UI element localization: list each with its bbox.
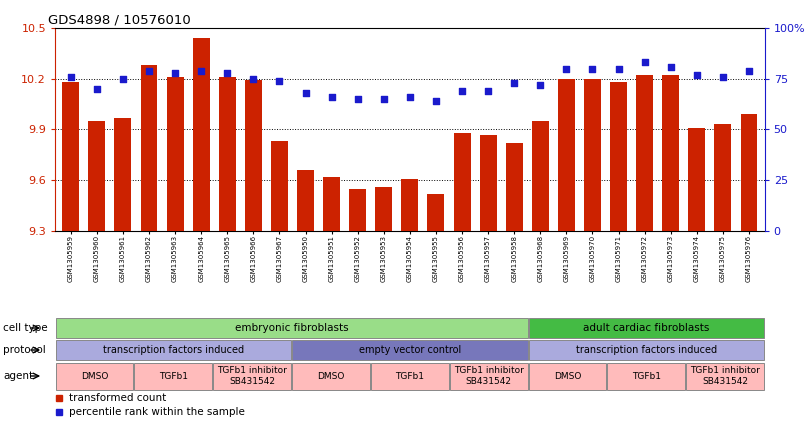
- Point: [638, 59, 651, 66]
- Point: [117, 75, 130, 82]
- Bar: [140, 65, 157, 231]
- Bar: [505, 143, 522, 231]
- Point: [91, 85, 104, 92]
- Text: DMSO: DMSO: [81, 371, 109, 381]
- Point: [325, 93, 338, 100]
- Bar: [134, 363, 212, 390]
- Text: empty vector control: empty vector control: [359, 345, 461, 355]
- Point: [273, 77, 286, 84]
- Point: [612, 65, 625, 72]
- Point: [455, 88, 468, 94]
- Point: [403, 93, 416, 100]
- Point: [429, 98, 442, 104]
- Bar: [558, 79, 575, 231]
- Bar: [292, 340, 527, 360]
- Bar: [428, 194, 445, 231]
- Text: embryonic fibroblasts: embryonic fibroblasts: [235, 323, 348, 333]
- Bar: [292, 363, 370, 390]
- Bar: [349, 189, 366, 231]
- Point: [560, 65, 573, 72]
- Point: [247, 75, 260, 82]
- Text: transcription factors induced: transcription factors induced: [576, 345, 717, 355]
- Point: [508, 80, 521, 86]
- Bar: [663, 75, 680, 231]
- Point: [143, 67, 156, 74]
- Text: TGFb1: TGFb1: [395, 371, 424, 381]
- Point: [299, 90, 312, 96]
- Text: TGFb1 inhibitor
SB431542: TGFb1 inhibitor SB431542: [454, 366, 523, 386]
- Text: TGFb1 inhibitor
SB431542: TGFb1 inhibitor SB431542: [690, 366, 760, 386]
- Bar: [529, 318, 764, 338]
- Bar: [454, 133, 471, 231]
- Point: [586, 65, 599, 72]
- Bar: [636, 75, 653, 231]
- Bar: [213, 363, 291, 390]
- Text: GDS4898 / 10576010: GDS4898 / 10576010: [48, 14, 190, 27]
- Bar: [297, 170, 314, 231]
- Bar: [62, 82, 79, 231]
- Bar: [56, 363, 134, 390]
- Bar: [56, 340, 291, 360]
- Bar: [529, 340, 764, 360]
- Text: cell type: cell type: [3, 323, 48, 333]
- Text: TGFb1: TGFb1: [159, 371, 188, 381]
- Bar: [529, 363, 607, 390]
- Bar: [714, 124, 731, 231]
- Bar: [584, 79, 601, 231]
- Bar: [219, 77, 236, 231]
- Point: [743, 67, 756, 74]
- Bar: [686, 363, 764, 390]
- Text: transcription factors induced: transcription factors induced: [103, 345, 244, 355]
- Text: protocol: protocol: [3, 345, 45, 355]
- Bar: [375, 187, 392, 231]
- Point: [64, 73, 77, 80]
- Bar: [193, 38, 210, 231]
- Point: [168, 69, 181, 76]
- Bar: [608, 363, 685, 390]
- Bar: [480, 135, 497, 231]
- Bar: [114, 118, 131, 231]
- Text: TGFb1: TGFb1: [632, 371, 661, 381]
- Bar: [167, 77, 184, 231]
- Bar: [610, 82, 627, 231]
- Bar: [532, 121, 548, 231]
- Bar: [402, 179, 418, 231]
- Bar: [740, 114, 757, 231]
- Text: transformed count: transformed count: [70, 393, 167, 403]
- Text: DMSO: DMSO: [554, 371, 582, 381]
- Text: adult cardiac fibroblasts: adult cardiac fibroblasts: [583, 323, 710, 333]
- Bar: [88, 121, 105, 231]
- Bar: [56, 318, 527, 338]
- Text: agent: agent: [3, 371, 33, 381]
- Point: [534, 81, 547, 88]
- Point: [221, 69, 234, 76]
- Bar: [450, 363, 527, 390]
- Point: [194, 67, 207, 74]
- Point: [377, 96, 390, 102]
- Bar: [688, 128, 706, 231]
- Text: DMSO: DMSO: [318, 371, 345, 381]
- Point: [664, 63, 677, 70]
- Point: [352, 96, 365, 102]
- Text: percentile rank within the sample: percentile rank within the sample: [70, 407, 245, 417]
- Bar: [323, 177, 340, 231]
- Point: [716, 73, 729, 80]
- Bar: [245, 80, 262, 231]
- Point: [482, 88, 495, 94]
- Bar: [271, 141, 288, 231]
- Bar: [371, 363, 449, 390]
- Text: TGFb1 inhibitor
SB431542: TGFb1 inhibitor SB431542: [217, 366, 287, 386]
- Point: [690, 71, 703, 78]
